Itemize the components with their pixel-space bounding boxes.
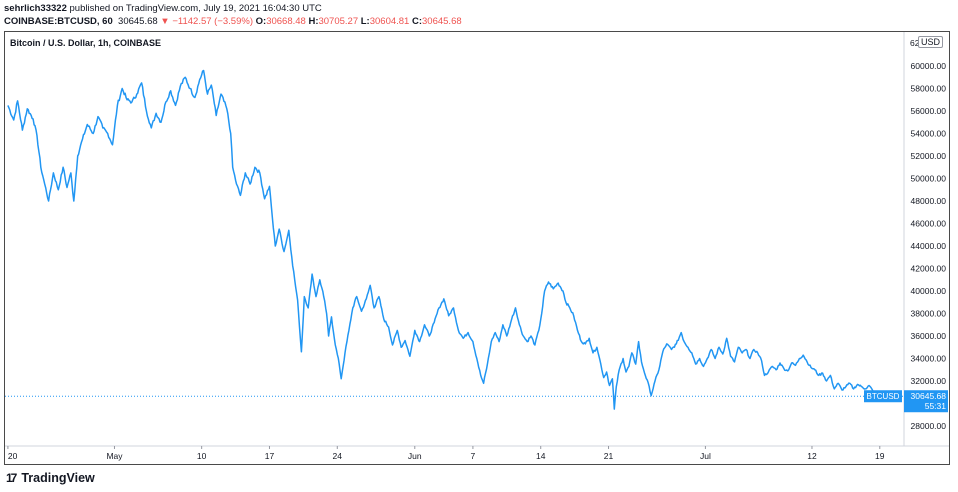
x-tick-label: 7 xyxy=(471,451,476,461)
y-tick-label: 60000.00 xyxy=(911,61,947,71)
author-name[interactable]: sehrlich33322 xyxy=(4,3,67,14)
symbol-tag-label: BTCUSD xyxy=(867,392,900,401)
y-tick-label: 38000.00 xyxy=(911,309,947,319)
low-value: 30604.81 xyxy=(369,16,410,27)
y-tick-label: 28000.00 xyxy=(911,421,947,431)
price-tag-value: 30645.68 xyxy=(911,391,947,401)
x-tick-label: 17 xyxy=(265,451,275,461)
y-tick-label: 42000.00 xyxy=(911,264,947,274)
high-value: 30705.27 xyxy=(318,16,359,27)
x-tick-label: Jul xyxy=(700,451,711,461)
x-tick-label: Jun xyxy=(408,451,422,461)
open-label: O: xyxy=(255,16,267,27)
y-tick-label: 44000.00 xyxy=(911,241,947,251)
tradingview-logo[interactable]: 17 TradingView xyxy=(6,471,95,485)
bar-countdown: 55:31 xyxy=(925,401,947,411)
x-tick-label: 14 xyxy=(536,451,546,461)
x-tick-label: 19 xyxy=(875,451,885,461)
brand-name: TradingView xyxy=(21,471,95,485)
last-price: 30645.68 xyxy=(118,16,158,27)
x-tick-label: 21 xyxy=(604,451,614,461)
currency-badge[interactable]: USD xyxy=(918,36,944,48)
x-tick-label: 12 xyxy=(807,451,817,461)
symbol-label: COINBASE:BTCUSD, 60 xyxy=(4,16,113,27)
open-value: 30668.48 xyxy=(266,16,306,27)
chart-title: Bitcoin / U.S. Dollar, 1h, COINBASE xyxy=(10,38,162,48)
y-tick-label: 34000.00 xyxy=(911,354,947,364)
y-tick-label: 52000.00 xyxy=(911,151,947,161)
close-value: 30645.68 xyxy=(422,16,462,27)
close-label: C: xyxy=(411,16,423,27)
y-tick-label: 48000.00 xyxy=(911,196,947,206)
y-tick-label: 58000.00 xyxy=(911,84,947,94)
time-axis[interactable]: 20 May 10 17 24 Jun 7 14 21 Jul 12 19 xyxy=(7,446,885,461)
price-tag-box xyxy=(904,390,948,413)
price-change: −1142.57 (−3.59%) xyxy=(172,16,253,27)
y-tick-label: 40000.00 xyxy=(911,286,947,296)
high-label: H: xyxy=(308,16,319,27)
y-tick-label: 46000.00 xyxy=(911,219,947,229)
y-tick-label: 36000.00 xyxy=(911,331,947,341)
low-label: L: xyxy=(360,16,370,27)
y-tick-label: 50000.00 xyxy=(911,174,947,184)
series-line xyxy=(7,69,881,410)
price-axis[interactable]: 28000.0030000.0032000.0034000.0036000.00… xyxy=(910,38,946,431)
y-tick-label: 56000.00 xyxy=(911,106,947,116)
publish-date: published on TradingView.com, July 19, 2… xyxy=(69,3,322,14)
x-tick-label: 24 xyxy=(333,451,343,461)
x-tick-label: 20 xyxy=(8,451,18,461)
x-tick-label: May xyxy=(106,451,123,461)
y-tick-label: 32000.00 xyxy=(911,376,947,386)
down-arrow-icon: ▼ xyxy=(160,16,170,27)
tradingview-logo-icon: 17 xyxy=(6,471,17,485)
publish-info: sehrlich33322 published on TradingView.c… xyxy=(4,3,322,14)
chart-frame xyxy=(4,31,950,465)
symbol-ohlc-bar: COINBASE:BTCUSD, 60 30645.68 ▼ −1142.57 … xyxy=(4,16,462,27)
y-tick-label-partial: 62 xyxy=(910,38,920,48)
symbol-tag-box xyxy=(864,390,902,403)
x-tick-label: 10 xyxy=(197,451,207,461)
y-tick-label: 54000.00 xyxy=(911,129,947,139)
